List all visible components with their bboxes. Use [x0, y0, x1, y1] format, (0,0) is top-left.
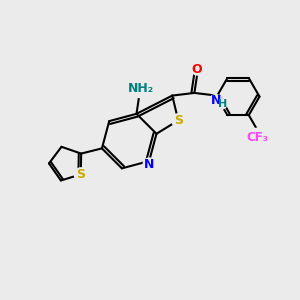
Text: CF₃: CF₃ [247, 130, 268, 144]
Text: O: O [192, 63, 203, 76]
Circle shape [249, 128, 267, 146]
Text: H: H [218, 99, 227, 110]
Circle shape [218, 100, 226, 109]
Circle shape [172, 114, 185, 127]
Text: S: S [174, 114, 183, 127]
Circle shape [143, 158, 155, 170]
Text: NH₂: NH₂ [128, 82, 154, 95]
Circle shape [192, 64, 203, 75]
Text: N: N [211, 94, 221, 107]
Text: S: S [76, 168, 85, 181]
Circle shape [131, 79, 150, 98]
Circle shape [210, 94, 222, 106]
Text: N: N [144, 158, 154, 170]
Circle shape [74, 168, 87, 181]
